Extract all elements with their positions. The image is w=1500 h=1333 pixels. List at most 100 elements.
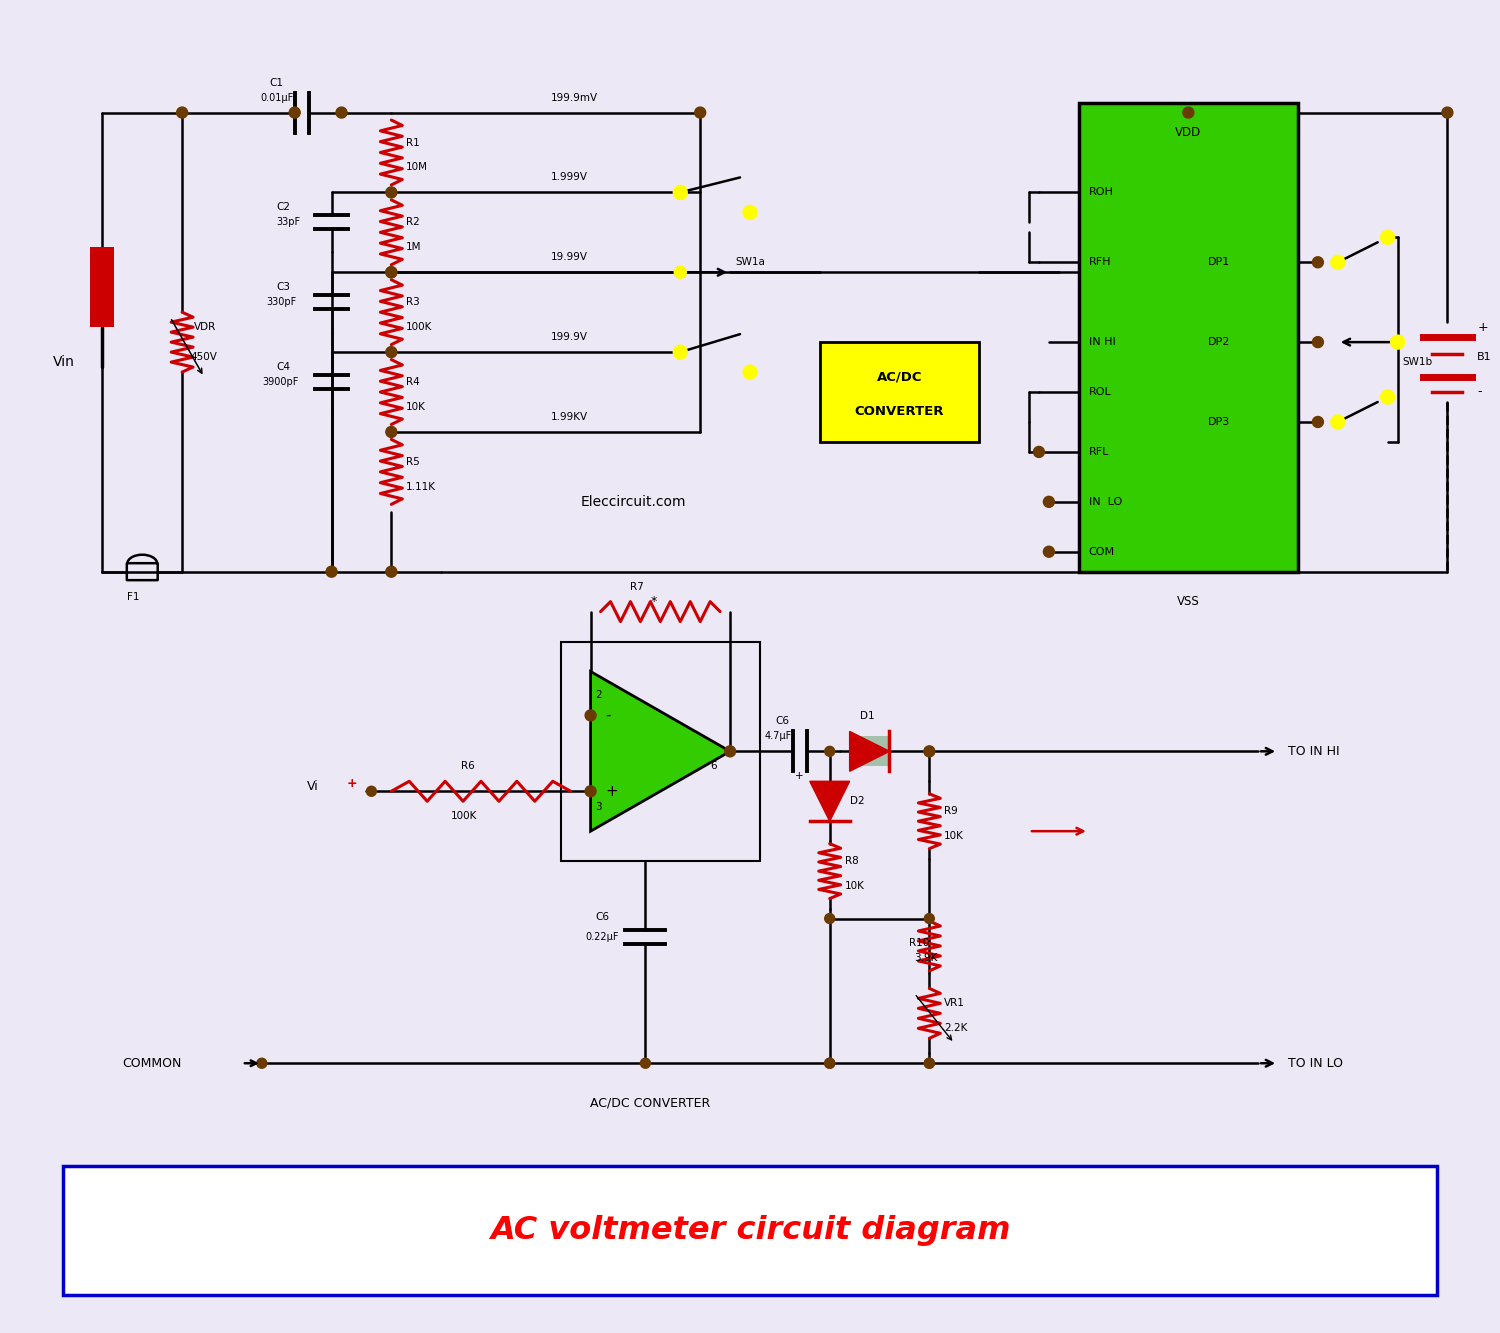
Text: 199.9V: 199.9V xyxy=(550,332,588,343)
Bar xyxy=(1078,103,1298,572)
Circle shape xyxy=(366,786,376,796)
Circle shape xyxy=(640,1058,651,1068)
Circle shape xyxy=(825,1058,834,1068)
Circle shape xyxy=(1330,415,1346,429)
Circle shape xyxy=(1044,547,1054,557)
Text: VR1: VR1 xyxy=(945,998,964,1008)
Polygon shape xyxy=(591,672,730,832)
Bar xyxy=(90,248,114,327)
Circle shape xyxy=(924,746,934,757)
Circle shape xyxy=(1380,391,1395,404)
Circle shape xyxy=(675,267,686,279)
Text: 4.7μF: 4.7μF xyxy=(765,732,792,741)
Circle shape xyxy=(290,107,300,119)
Text: IN HI: IN HI xyxy=(1089,337,1116,347)
Circle shape xyxy=(386,427,398,437)
Text: DP1: DP1 xyxy=(1209,257,1230,268)
Text: C1: C1 xyxy=(270,77,284,88)
Text: RFH: RFH xyxy=(1089,257,1112,268)
Text: +: + xyxy=(1478,321,1488,333)
Text: COM: COM xyxy=(1089,547,1114,557)
Circle shape xyxy=(924,913,934,924)
Text: -: - xyxy=(1478,385,1482,399)
Text: Vi: Vi xyxy=(306,780,318,793)
Text: D2: D2 xyxy=(849,796,864,806)
Text: 19.99V: 19.99V xyxy=(550,252,588,263)
Circle shape xyxy=(386,347,398,357)
Circle shape xyxy=(1312,416,1323,428)
Text: 2: 2 xyxy=(596,690,602,700)
Text: 10K: 10K xyxy=(406,403,426,412)
Text: ROL: ROL xyxy=(1089,387,1112,397)
Circle shape xyxy=(1390,335,1404,349)
Circle shape xyxy=(825,1058,834,1068)
Text: CONVERTER: CONVERTER xyxy=(855,405,944,419)
Circle shape xyxy=(742,365,758,379)
Polygon shape xyxy=(849,732,889,772)
Circle shape xyxy=(326,567,338,577)
Text: R3: R3 xyxy=(406,297,420,307)
Text: VDR: VDR xyxy=(194,323,216,332)
Circle shape xyxy=(694,107,705,119)
Circle shape xyxy=(585,710,596,721)
Text: AC voltmeter circuit diagram: AC voltmeter circuit diagram xyxy=(490,1214,1011,1246)
Circle shape xyxy=(1312,257,1323,268)
Text: 0.22μF: 0.22μF xyxy=(585,932,620,942)
Text: AC/DC CONVERTER: AC/DC CONVERTER xyxy=(590,1097,711,1109)
Text: 1M: 1M xyxy=(406,243,422,252)
Text: AC/DC: AC/DC xyxy=(876,371,922,384)
Text: VSS: VSS xyxy=(1178,595,1200,608)
Text: 1.99KV: 1.99KV xyxy=(550,412,588,423)
Circle shape xyxy=(386,187,398,197)
Text: 2.2K: 2.2K xyxy=(945,1024,968,1033)
Circle shape xyxy=(1380,231,1395,244)
Circle shape xyxy=(1044,496,1054,508)
Text: RFL: RFL xyxy=(1089,447,1108,457)
Circle shape xyxy=(924,1058,934,1068)
Text: 1.11K: 1.11K xyxy=(406,481,436,492)
Text: C4: C4 xyxy=(278,363,291,372)
Text: 3: 3 xyxy=(596,802,602,812)
Bar xyxy=(63,1165,1437,1296)
Text: DP2: DP2 xyxy=(1209,337,1230,347)
Text: 1.999V: 1.999V xyxy=(550,172,588,183)
Circle shape xyxy=(1184,107,1194,119)
Text: IN  LO: IN LO xyxy=(1089,497,1122,507)
Text: 6: 6 xyxy=(710,761,717,772)
Text: COMMON: COMMON xyxy=(123,1057,182,1070)
Text: F1: F1 xyxy=(128,592,140,601)
Circle shape xyxy=(675,267,686,277)
Text: *: * xyxy=(651,595,657,608)
Text: 450V: 450V xyxy=(190,352,217,363)
Text: R7: R7 xyxy=(630,581,644,592)
Text: C2: C2 xyxy=(278,203,291,212)
Text: R6: R6 xyxy=(460,761,476,772)
Circle shape xyxy=(1312,337,1323,348)
Circle shape xyxy=(386,567,398,577)
Text: 0.01μF: 0.01μF xyxy=(260,92,294,103)
Circle shape xyxy=(1330,256,1346,269)
Circle shape xyxy=(674,185,687,200)
Text: SW1a: SW1a xyxy=(735,257,765,268)
Text: R8: R8 xyxy=(844,856,858,866)
Text: R2: R2 xyxy=(406,217,420,228)
Bar xyxy=(849,736,889,766)
Circle shape xyxy=(742,205,758,220)
Circle shape xyxy=(674,345,687,359)
Circle shape xyxy=(386,267,398,277)
Text: 10K: 10K xyxy=(844,881,864,890)
Text: C6: C6 xyxy=(776,716,789,726)
Text: R10: R10 xyxy=(909,938,930,949)
Text: Vin: Vin xyxy=(53,355,75,369)
Text: C3: C3 xyxy=(278,283,291,292)
Text: D1: D1 xyxy=(859,712,874,721)
Circle shape xyxy=(177,107,188,119)
Circle shape xyxy=(336,107,346,119)
Text: R9: R9 xyxy=(945,806,958,816)
Circle shape xyxy=(256,1058,267,1068)
Text: C6: C6 xyxy=(596,912,609,922)
Circle shape xyxy=(825,746,834,756)
Text: R1: R1 xyxy=(406,137,420,148)
Text: Eleccircuit.com: Eleccircuit.com xyxy=(580,495,686,509)
Text: TO IN LO: TO IN LO xyxy=(1288,1057,1342,1070)
